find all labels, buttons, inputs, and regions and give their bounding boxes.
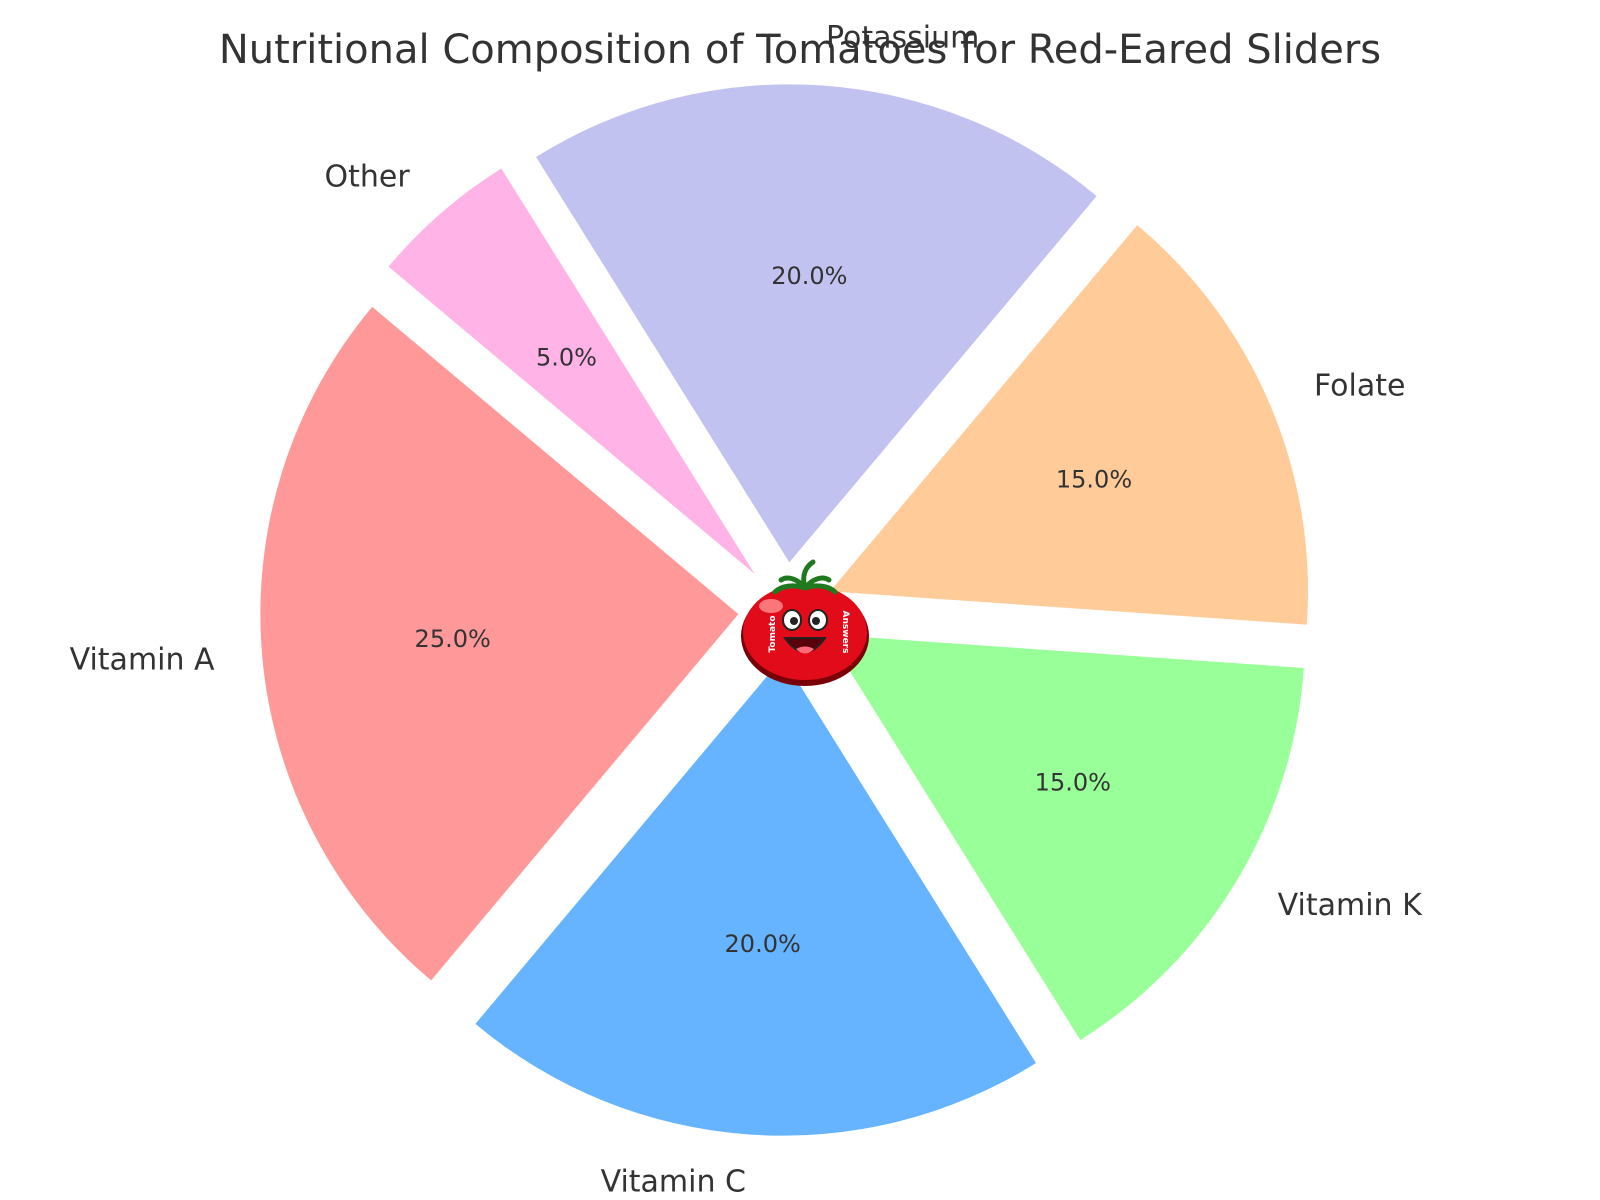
slice-label-vitamin-a: Vitamin A	[70, 642, 215, 677]
tomato-pupil-left	[790, 617, 798, 625]
slice-label-vitamin-c: Vitamin C	[601, 1165, 746, 1200]
pie-labels: Vitamin A 25.0% Vitamin C 20.0% Vitamin K 15.…	[70, 20, 1424, 1199]
pie-slice-other	[388, 168, 755, 574]
pie-slice-vitamin-c	[475, 657, 1036, 1136]
slice-label-folate: Folate	[1314, 368, 1405, 403]
logo-text-right: Answers	[840, 611, 850, 654]
pct-label-folate: 15.0%	[1056, 465, 1132, 493]
pct-label-potassium: 20.0%	[771, 262, 847, 290]
slice-label-vitamin-k: Vitamin K	[1278, 888, 1423, 923]
pct-label-vitamin-k: 15.0%	[1035, 768, 1111, 796]
pie-slices	[260, 84, 1309, 1136]
pie-slice-vitamin-k	[826, 634, 1304, 1040]
tomato-tongue	[796, 646, 814, 654]
tomato-pupil-right	[812, 617, 820, 625]
pie-slice-folate	[830, 225, 1309, 625]
tomato-highlight	[759, 599, 783, 613]
pct-label-vitamin-a: 25.0%	[415, 625, 491, 653]
chart-title: Nutritional Composition of Tomatoes for …	[219, 27, 1381, 73]
slice-label-other: Other	[324, 160, 410, 195]
pie-slice-vitamin-a	[260, 306, 739, 981]
tomato-mascot-icon: Tomato Answers	[741, 559, 869, 686]
slice-label-potassium: Potassium	[826, 20, 979, 55]
logo-text-left: Tomato	[768, 615, 778, 652]
tomato-stem	[772, 559, 838, 595]
pct-label-vitamin-c: 20.0%	[725, 930, 801, 958]
pie-slice-potassium	[536, 84, 1097, 563]
pct-label-other: 5.0%	[536, 343, 597, 371]
